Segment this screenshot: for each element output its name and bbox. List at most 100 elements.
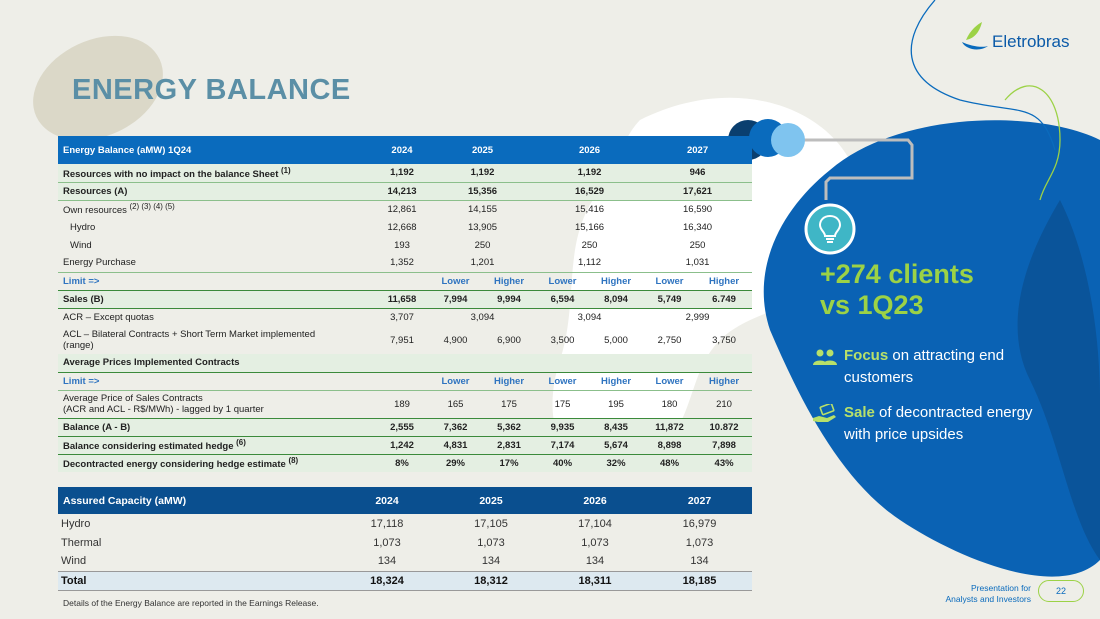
table-row: Hydro 17,118 17,105 17,104 16,979 [58,514,752,533]
cell [375,271,429,290]
cell: 13,905 [467,221,498,233]
row-label: Limit => [58,371,375,390]
cell: 3,094 [429,307,537,326]
table-row: Average Price of Sales Contracts (ACR and… [58,389,753,418]
cell: 43% [696,453,753,472]
cell: Lower [429,271,482,290]
table-row: Decontracted energy considering hedge es… [58,453,753,472]
bullet-text: Sale of decontracted energy with price u… [844,404,1033,443]
cell: 1,073 [581,536,609,549]
cell: 9,935 [536,417,590,436]
cell: 134 [481,555,501,568]
table-row: Sales (B) 11,658 7,994 9,994 6,594 8,094… [58,289,753,308]
table-header-row: Assured Capacity (aMW) 2024 2025 2026 20… [58,487,752,514]
table-row: Hydro 12,668 13,905 15,166 16,340 [58,218,752,236]
cell: Higher [696,271,753,290]
cell: 210 [696,389,753,418]
row-label: Total [58,570,335,591]
cell: 1,352 [390,257,414,269]
cell: 134 [377,555,397,568]
table-row: Thermal 1,073 1,073 1,073 1,073 [58,533,752,552]
table-header-cell: 2026 [536,136,644,164]
cell: 8% [375,453,429,472]
cell: 5,000 [604,334,628,346]
cell: 16,979 [682,517,717,530]
cell [429,354,537,372]
cell: 250 [689,239,706,251]
cell: Lower [429,371,482,390]
cell: 1,112 [577,257,602,269]
table-row: Wind 134 134 134 134 [58,552,752,571]
table-header-cell: 2026 [543,487,647,514]
clients-highlight: +274 clients vs 1Q23 [820,259,974,321]
cell: 18,324 [335,570,439,591]
row-label: Resources with no impact on the balance … [58,164,375,182]
cell: 12,668 [387,221,417,233]
row-label: ACL – Bilateral Contracts + Short Term M… [63,329,316,351]
bullet-text: Focus on attracting end customers [844,347,1005,386]
cell: 175 [536,389,590,418]
cell: 6,900 [497,334,521,346]
page-title: ENERGY BALANCE [72,74,351,106]
cell: 7,174 [536,435,590,454]
cell: 4,900 [443,334,468,346]
row-label: Energy Purchase [63,257,136,269]
hand-money-icon [813,404,836,422]
bullet-sale: Sale of decontracted energy with price u… [812,402,1052,448]
row-label: Thermal [61,536,102,549]
cell: 40% [536,453,590,472]
row-label: Average Prices Implemented Contracts [58,354,375,372]
table-row: Balance considering estimated hedge (6) … [58,435,753,454]
table-row: Resources (A) 14,213 15,356 16,529 17,62… [58,181,753,200]
cell: 2,750 [657,334,682,346]
cell: Lower [536,371,590,390]
cell: 12,861 [375,199,429,218]
cell: Higher [589,371,644,390]
cell: 3,500 [550,334,575,346]
cell: 17,621 [643,181,753,200]
table-header-cell: 2025 [429,136,537,164]
bullet-focus: Focus on attracting end customers [812,345,1052,391]
table-row: Resources with no impact on the balance … [58,164,753,182]
row-label: Wind [70,239,92,251]
cell [536,354,644,372]
table-row: ACL – Bilateral Contracts + Short Term M… [58,326,752,354]
cell: 193 [394,239,410,251]
energy-balance-table: Energy Balance (aMW) 1Q24 2024 2025 2026… [58,136,753,472]
cell: 1,192 [375,164,429,182]
cell: 18,312 [439,570,543,591]
row-label: Own resources (2) (3) (4) (5) [58,199,375,218]
cell: Higher [589,271,644,290]
table-row: Wind 193 250 250 250 [58,236,752,254]
cell: 134 [690,555,709,568]
row-label: Hydro [70,221,96,233]
cell: 1,073 [477,536,505,549]
row-label: Wind [61,555,87,568]
table-row: Own resources (2) (3) (4) (5) 12,861 14,… [58,199,753,218]
row-label: Sales (B) [58,289,375,308]
table-row: Limit => Lower Higher Lower Higher Lower… [58,271,753,290]
cell: 7,898 [696,435,753,454]
total-row: Total 18,324 18,312 18,311 18,185 [58,570,752,591]
cell: 2,555 [375,417,429,436]
clients-line: vs 1Q23 [820,290,924,320]
cell: 6.749 [696,289,753,308]
cell: 5,749 [643,289,697,308]
eletrobras-logo-icon [962,22,988,50]
cell: 2,831 [482,435,537,454]
cell: 1,201 [470,257,495,269]
row-label: Decontracted energy considering hedge es… [58,453,375,472]
logo-text: Eletrobras [992,32,1070,51]
row-label: Balance (A - B) [58,417,375,436]
cell: 5,674 [589,435,644,454]
cell: 9,994 [482,289,537,308]
clients-line: +274 clients [820,259,974,289]
cell: 1,073 [373,536,401,549]
table-header-cell: 2024 [375,136,429,164]
cell: Lower [536,271,590,290]
cell: Higher [696,371,753,390]
cell: 18,311 [543,570,647,591]
footnote: Details of the Energy Balance are report… [63,598,319,608]
cell: 32% [589,453,644,472]
cell: 14,155 [429,199,537,218]
